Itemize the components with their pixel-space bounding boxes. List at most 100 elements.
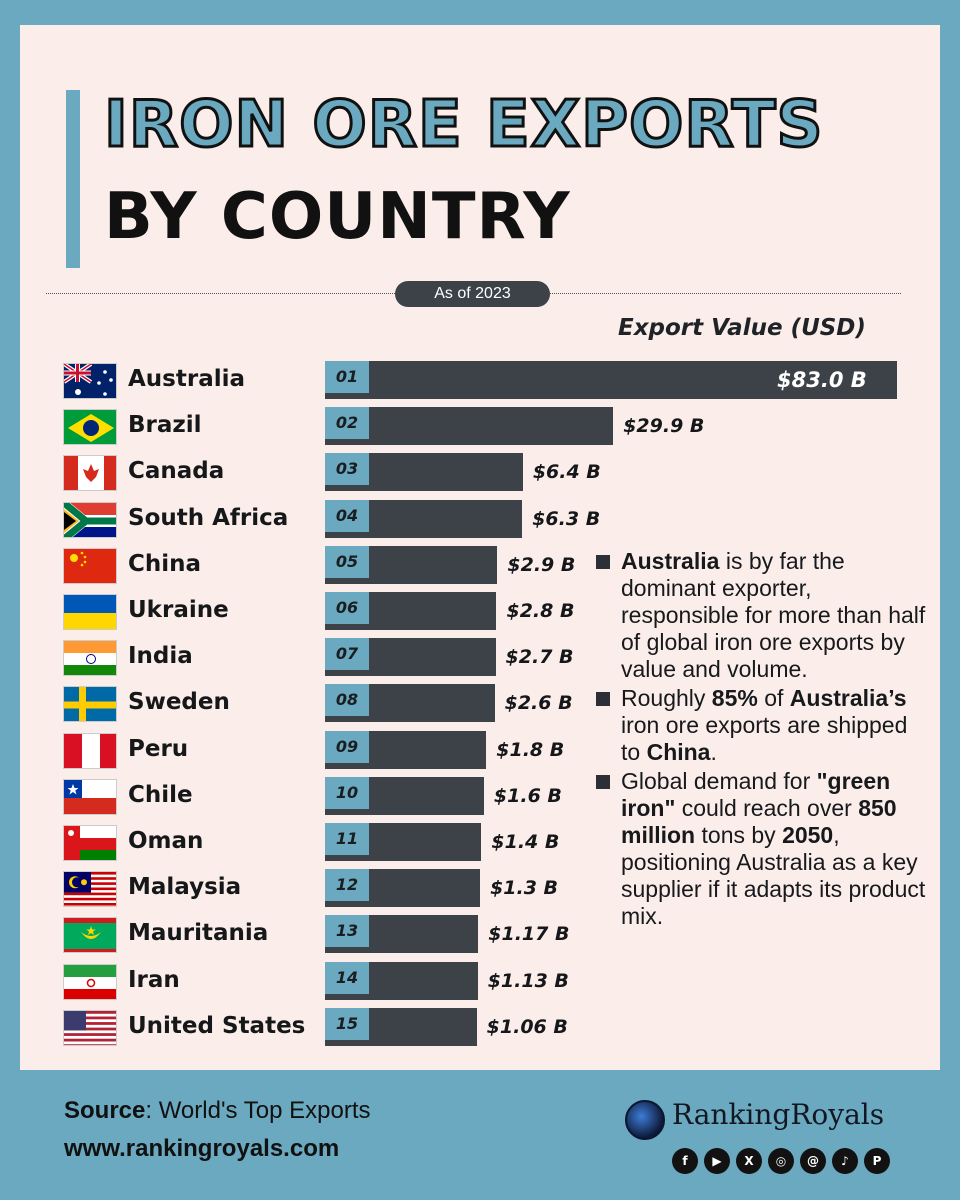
country-label: Canada <box>128 458 225 485</box>
value-label: $1.4 B <box>491 831 560 853</box>
note-text: tons by <box>695 822 783 848</box>
country-label: India <box>128 643 193 670</box>
chart-row: Brazil 02 $29.9 B <box>20 405 940 446</box>
value-label: $1.6 B <box>493 784 562 807</box>
facebook-icon[interactable]: f <box>672 1148 698 1174</box>
rank-badge: 03 <box>325 453 369 486</box>
pinterest-icon[interactable]: P <box>864 1148 890 1174</box>
note-emphasis: Australia’s <box>789 685 907 711</box>
country-label: Chile <box>128 781 193 808</box>
note-emphasis: China <box>646 739 711 765</box>
value-label: $29.9 B <box>623 415 705 438</box>
value-axis-label: Export Value (USD) <box>618 315 866 341</box>
rank-badge: 04 <box>325 499 369 532</box>
value-label: $6.4 B <box>532 461 601 484</box>
country-label: Sweden <box>128 689 230 716</box>
x-icon[interactable]: X <box>736 1148 762 1174</box>
country-label: Mauritania <box>128 920 269 947</box>
flag-india-icon <box>63 640 117 677</box>
country-label: Oman <box>128 828 204 854</box>
value-label: $1.13 B <box>487 969 569 992</box>
country-label: Peru <box>128 735 189 762</box>
bullet-square-icon <box>596 555 610 569</box>
source-text: : World's Top Exports <box>145 1097 371 1124</box>
threads-icon[interactable]: @ <box>800 1148 826 1174</box>
flag-south-africa-icon <box>63 501 117 538</box>
note-text: . <box>710 739 717 765</box>
bullet-square-icon <box>596 692 610 706</box>
flag-chile-icon <box>63 778 117 815</box>
value-label: $1.06 B <box>486 1015 568 1038</box>
chart-row: Australia 01 $83.0 B <box>20 359 940 399</box>
value-label: $1.8 B <box>496 738 565 761</box>
country-label: Brazil <box>128 412 202 439</box>
flag-peru-icon <box>63 732 117 769</box>
flag-united-states-icon <box>63 1009 117 1046</box>
rank-badge: 11 <box>325 823 369 855</box>
value-label: $83.0 B <box>777 368 867 392</box>
chart-row: United States 15 $1.06 B <box>20 1006 940 1046</box>
note-emphasis: 2050 <box>782 822 834 848</box>
flag-iran-icon <box>63 963 117 1000</box>
note-text: could reach over <box>675 795 859 821</box>
source-line: Source: World's Top Exports <box>64 1097 371 1125</box>
flag-mauritania-icon <box>63 917 117 954</box>
note-text: iron ore exports are shipped to <box>621 712 908 765</box>
tiktok-icon[interactable]: ♪ <box>832 1148 858 1174</box>
value-label: $6.3 B <box>532 507 601 530</box>
rank-badge: 12 <box>325 869 369 902</box>
chart-row: Canada 03 $6.4 B <box>20 451 940 492</box>
rank-badge: 10 <box>325 776 369 809</box>
country-label: China <box>128 550 202 577</box>
title-line-1: IRON ORE EXPORTS <box>103 87 825 164</box>
rank-badge: 05 <box>325 545 369 578</box>
rank-badge: 14 <box>325 961 369 994</box>
chart-row: Sweden 08 $2.6 B <box>20 682 940 723</box>
country-label: Malaysia <box>128 874 242 901</box>
chart-row: Ukraine 06 $2.8 B <box>20 590 940 630</box>
rank-badge: 13 <box>325 915 369 948</box>
value-label: $1.17 B <box>488 923 570 946</box>
flag-sweden-icon <box>63 686 117 723</box>
note-emphasis: 850 million <box>621 795 897 848</box>
date-badge: As of 2023 <box>395 281 550 307</box>
value-label: $1.3 B <box>490 877 559 900</box>
note-item: Roughly 85% of Australia’s iron ore expo… <box>596 685 926 766</box>
note-text: , positioning Australia as a key supplie… <box>621 822 926 929</box>
note-emphasis: 85% <box>711 685 758 711</box>
instagram-icon[interactable]: ◎ <box>768 1148 794 1174</box>
chart-row: Oman 11 $1.4 B <box>20 821 940 861</box>
youtube-icon[interactable]: ▶ <box>704 1148 730 1174</box>
bar-chart: Australia 01 $83.0 B Brazil 02 $29.9 B Canada 0… <box>20 25 940 1070</box>
chart-row: Chile 10 $1.6 B <box>20 775 940 815</box>
value-label: $2.8 B <box>506 600 575 622</box>
country-label: Ukraine <box>128 597 229 623</box>
website-link[interactable]: www.rankingroyals.com <box>64 1135 340 1162</box>
chart-row: Malaysia 12 $1.3 B <box>20 867 940 908</box>
rank-badge: 08 <box>325 684 369 717</box>
source-label: Source <box>64 1097 146 1124</box>
title-line-2: BY COUNTRY <box>104 180 571 254</box>
chart-row: India 07 $2.7 B <box>20 636 940 677</box>
chart-row: South Africa 04 $6.3 B <box>20 498 940 538</box>
country-label: South Africa <box>128 504 289 531</box>
note-text: is by far the dominant exporter, respons… <box>621 548 926 682</box>
note-item: Global demand for "green iron" could rea… <box>596 768 926 930</box>
title-accent-bar <box>66 90 80 268</box>
chart-row: Peru 09 $1.8 B <box>20 729 940 769</box>
note-emphasis: Australia <box>621 548 720 574</box>
infographic-card: IRON ORE EXPORTS BY COUNTRY As of 2023 E… <box>20 25 940 1070</box>
bar <box>325 361 897 399</box>
value-label: $2.7 B <box>505 646 574 669</box>
country-label: Iran <box>128 966 180 993</box>
chart-row: China 05 $2.9 B <box>20 544 940 584</box>
bar <box>325 407 614 446</box>
note-emphasis: "green iron" <box>621 768 891 821</box>
globe-logo-icon <box>625 1100 665 1140</box>
rank-badge: 15 <box>325 1007 369 1040</box>
note-text: Global demand for <box>621 768 817 794</box>
flag-brazil-icon <box>63 409 117 446</box>
value-label: $2.9 B <box>507 553 576 576</box>
social-links: f ▶ X ◎ @ ♪ P <box>672 1148 890 1174</box>
note-item: Australia is by far the dominant exporte… <box>596 548 926 683</box>
